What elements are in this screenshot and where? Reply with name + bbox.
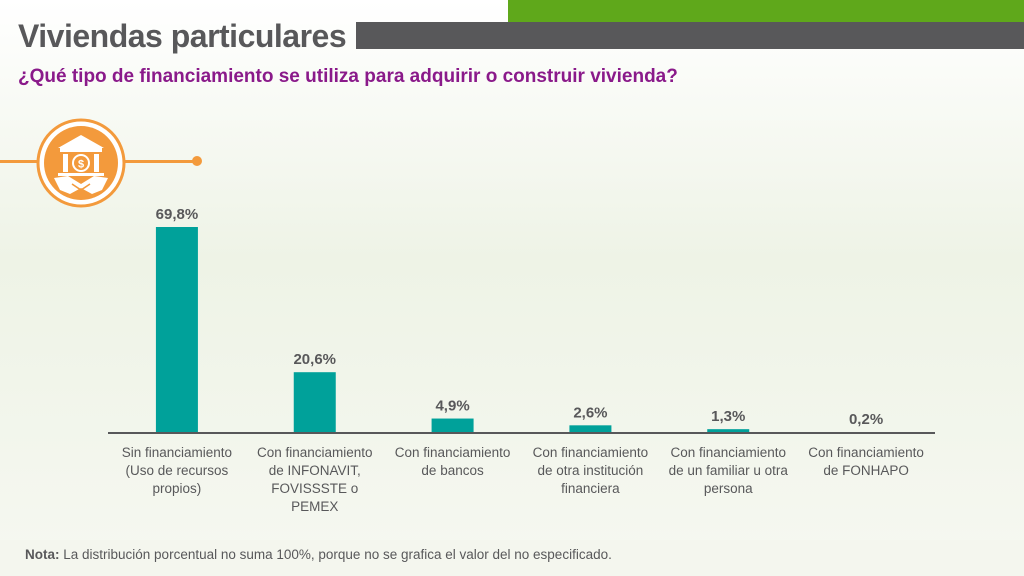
- category-label-5: Con financiamiento de un familiar u otra p…: [669, 445, 789, 496]
- category-label-line: de INFONAVIT,: [269, 463, 361, 478]
- category-label-line: Con financiamiento: [533, 445, 649, 460]
- value-label-4: 2,6%: [573, 404, 607, 421]
- value-labels-layer: 69,8% 20,6% 4,9% 2,6% 1,3% 0,2%: [156, 206, 884, 428]
- note-text: La distribución porcentual no suma 100%,…: [59, 547, 612, 562]
- page-title: Viviendas particulares: [18, 18, 347, 54]
- dollar-symbol: $: [78, 159, 84, 171]
- footer-note-band: [0, 540, 1024, 576]
- header-title-bar: [356, 22, 1024, 49]
- value-label-2: 20,6%: [293, 351, 336, 368]
- category-label-line: FOVISSSTE o: [271, 481, 358, 496]
- category-label-4: Con financiamiento de otra institución fin…: [533, 445, 649, 496]
- category-label-line: (Uso de recursos: [126, 463, 229, 478]
- accent-dot: [192, 156, 202, 166]
- category-label-line: Sin financiamiento: [122, 445, 232, 460]
- category-label-line: de bancos: [421, 463, 484, 478]
- bar-4: [569, 425, 612, 433]
- bank-handshake-icon: $: [36, 118, 126, 208]
- value-label-6: 0,2%: [849, 411, 883, 428]
- value-label-5: 1,3%: [711, 408, 745, 425]
- value-label-1: 69,8%: [156, 206, 199, 223]
- category-label-line: de otra institución: [538, 463, 644, 478]
- category-label-line: Con financiamiento: [808, 445, 924, 460]
- page-subtitle: ¿Qué tipo de financiamiento se utiliza p…: [18, 66, 678, 87]
- category-label-line: Con financiamiento: [670, 445, 786, 460]
- category-label-line: PEMEX: [291, 499, 338, 514]
- category-label-6: Con financiamiento de FONHAPO: [808, 445, 924, 478]
- category-label-line: de FONHAPO: [823, 463, 909, 478]
- bar-2: [293, 372, 336, 433]
- category-labels-layer: Sin financiamiento (Uso de recursos propio…: [122, 445, 924, 514]
- category-label-line: financiera: [561, 481, 620, 496]
- category-label-line: de un familiar u otra: [669, 463, 789, 478]
- note-label: Nota:: [25, 547, 60, 562]
- footer-note: Nota: La distribución porcentual no suma…: [25, 547, 612, 562]
- bar-5: [707, 429, 750, 433]
- category-label-1: Sin financiamiento (Uso de recursos propio…: [122, 445, 232, 496]
- value-label-3: 4,9%: [435, 398, 469, 415]
- category-label-line: Con financiamiento: [395, 445, 511, 460]
- category-label-line: persona: [704, 481, 753, 496]
- category-label-3: Con financiamiento de bancos: [395, 445, 511, 478]
- header-accent-green-bar: [508, 0, 1024, 22]
- category-label-line: Con financiamiento: [257, 445, 373, 460]
- category-label-2: Con financiamiento de INFONAVIT, FOVISSSTE…: [257, 445, 373, 514]
- bar-1: [155, 227, 198, 433]
- bars-layer: [155, 227, 888, 433]
- category-label-line: propios): [153, 481, 202, 496]
- bar-3: [431, 418, 474, 433]
